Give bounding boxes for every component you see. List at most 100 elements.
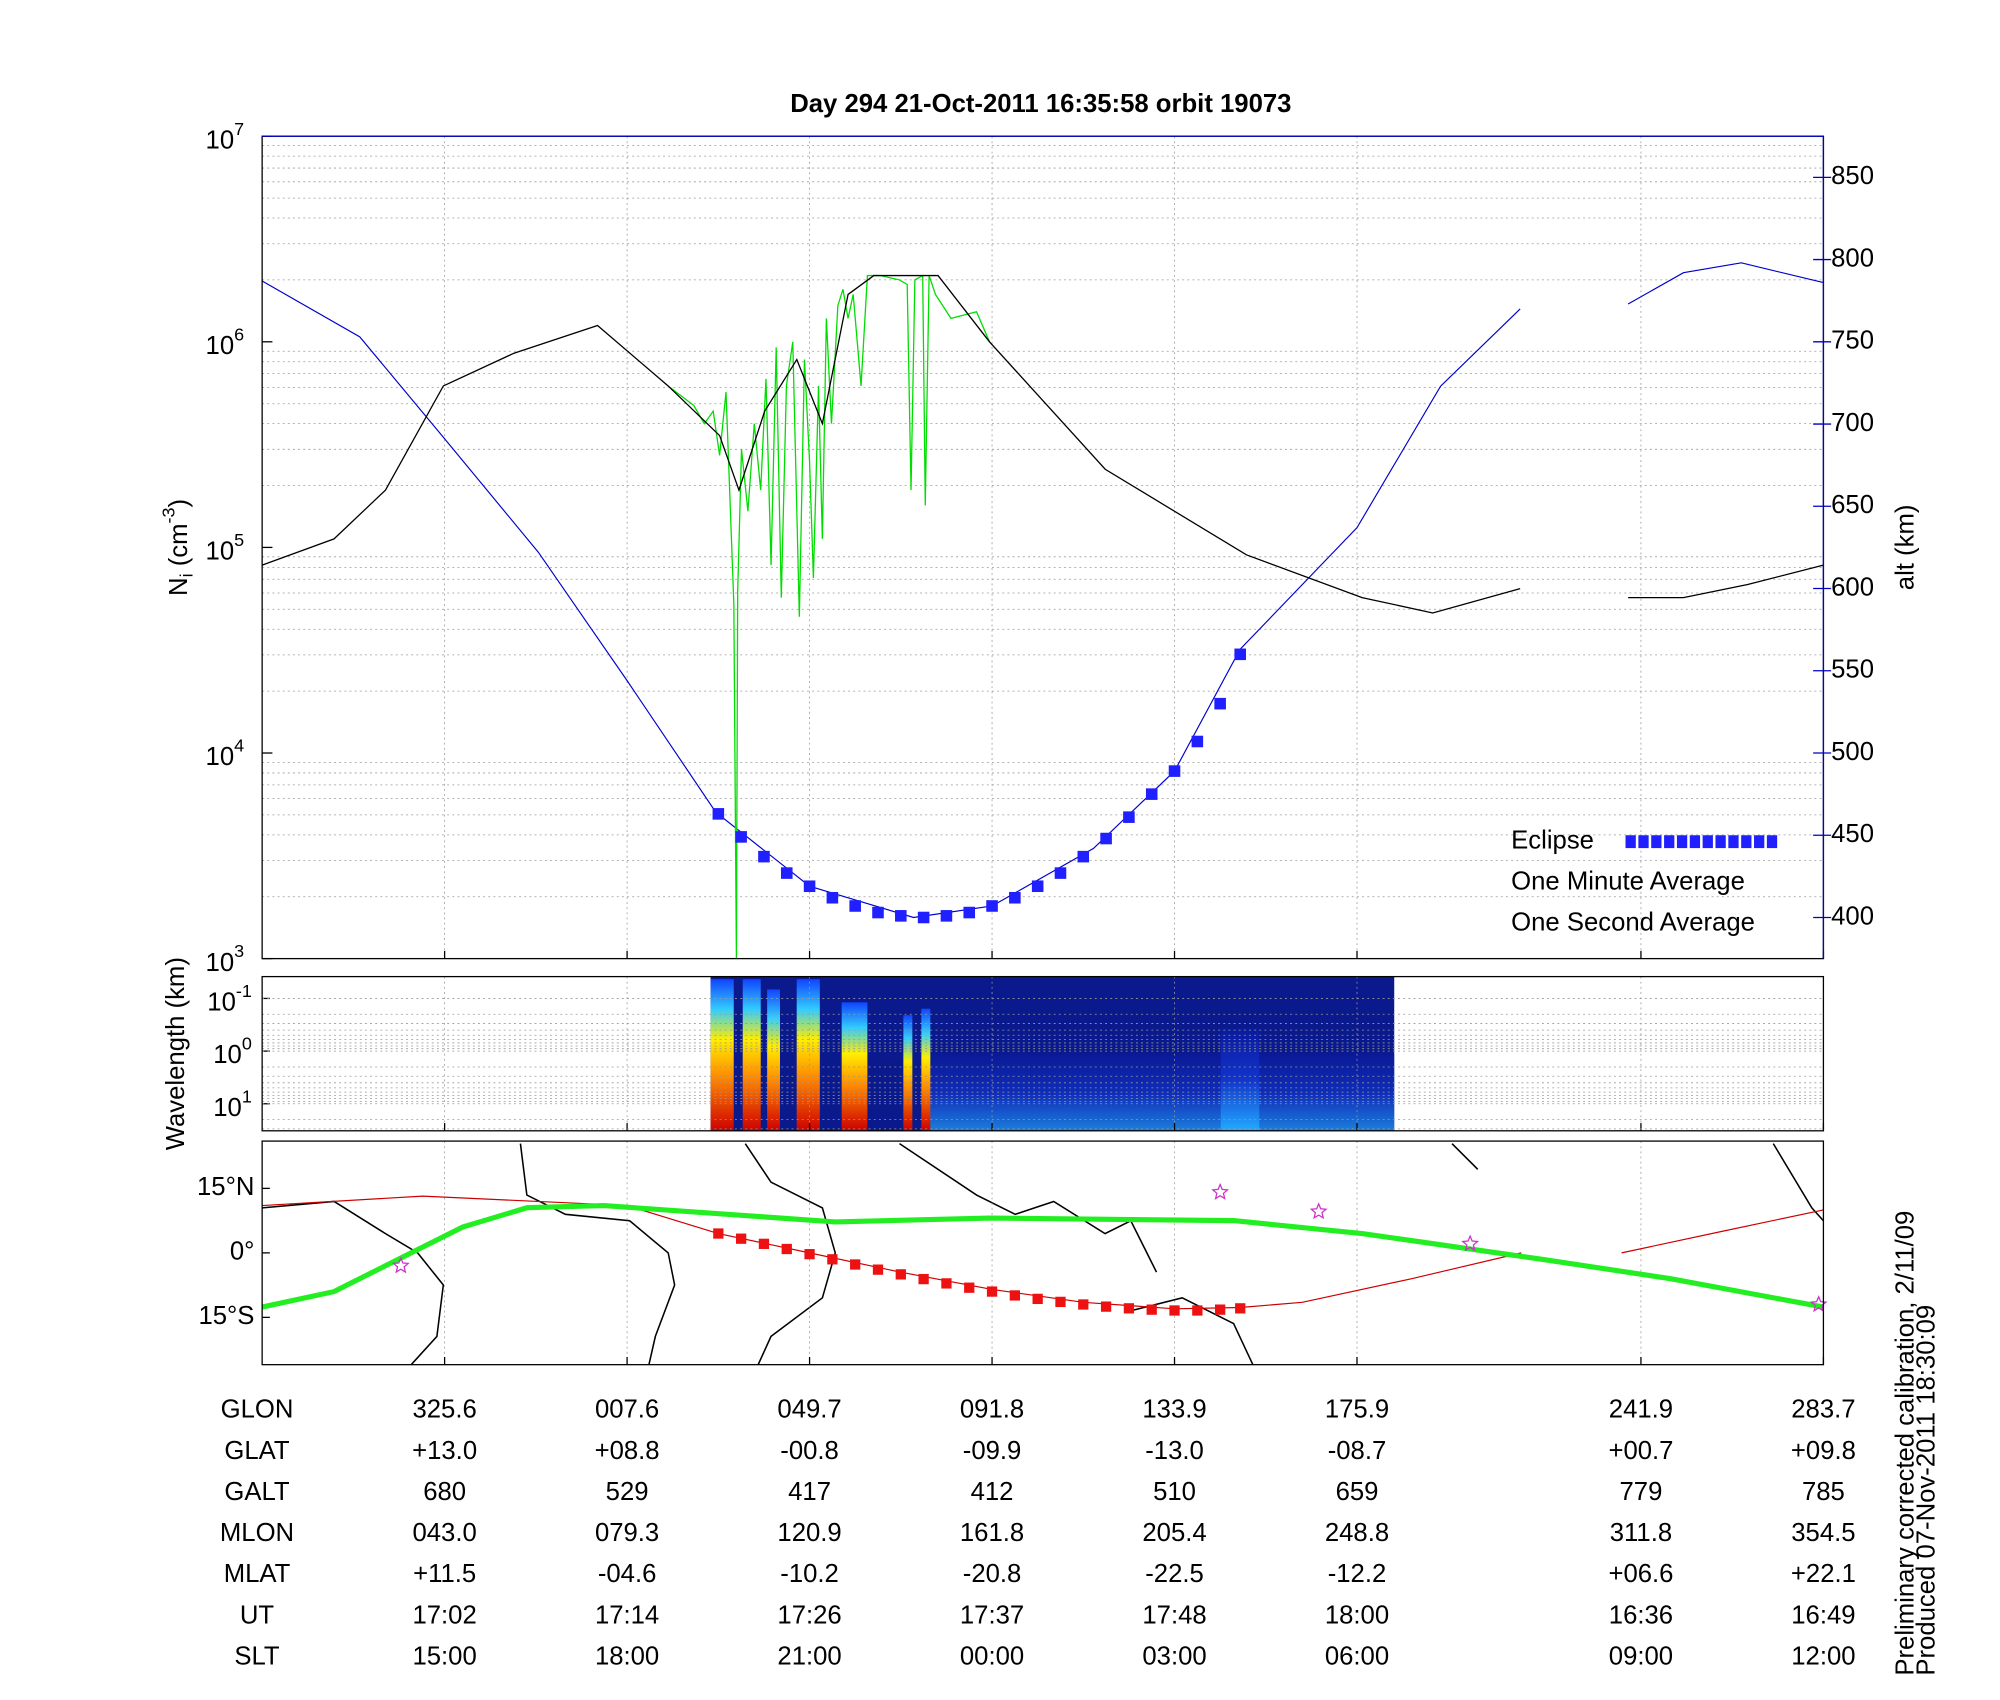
- tick-base: 10: [213, 1041, 242, 1069]
- table-cell: 007.6: [595, 1396, 659, 1424]
- series-line: [261, 262, 1824, 919]
- tick-base: 10: [206, 949, 235, 977]
- table-cell: 779: [1620, 1478, 1663, 1506]
- map-track: [261, 1203, 1824, 1310]
- y-tick-label: 107: [206, 119, 245, 155]
- legend-label: One Second Average: [1511, 909, 1755, 937]
- eclipse-marker: [1145, 788, 1158, 800]
- footer-note: Preliminary corrected calibration, 2/11/…: [1892, 1211, 1920, 1676]
- table-cell: 325.6: [412, 1396, 476, 1424]
- y2-tick-label: 550: [1831, 656, 1874, 684]
- table-cell: -20.8: [963, 1560, 1022, 1588]
- map-eclipse-marker: [1123, 1303, 1135, 1314]
- table-cell: 17:14: [595, 1601, 659, 1629]
- table-cell: 205.4: [1142, 1519, 1206, 1547]
- y-label-part: ): [165, 499, 193, 508]
- map-track: [262, 1195, 1824, 1310]
- table-cell: 03:00: [1142, 1642, 1206, 1670]
- eclipse-marker: [986, 900, 998, 912]
- tick-exponent: 0: [242, 1033, 252, 1053]
- table-cell: 18:00: [595, 1642, 659, 1670]
- tick-exponent: 4: [234, 735, 244, 755]
- table-cell: -10.2: [780, 1560, 839, 1588]
- eclipse-marker: [712, 808, 725, 820]
- table-cell: 06:00: [1325, 1642, 1389, 1670]
- legend-label: One Minute Average: [1511, 868, 1745, 896]
- map-eclipse-marker: [781, 1243, 792, 1255]
- table-cell: 09:00: [1609, 1642, 1673, 1670]
- map-eclipse-marker: [850, 1259, 861, 1270]
- eclipse-marker: [940, 910, 953, 922]
- y-tick-label: 103: [206, 941, 245, 977]
- tick-exponent: 7: [234, 119, 244, 139]
- y-tick-label: 104: [206, 735, 245, 771]
- y2-tick-label: 400: [1831, 902, 1874, 930]
- table-cell: 21:00: [777, 1642, 841, 1670]
- eclipse-marker: [849, 900, 861, 912]
- legend-symbol: [1638, 835, 1649, 849]
- map-eclipse-marker: [1146, 1304, 1157, 1315]
- table-cell: -00.8: [780, 1437, 839, 1465]
- eclipse-marker: [963, 906, 976, 919]
- map-star: [391, 1256, 410, 1274]
- y-tick-label: 105: [206, 530, 245, 566]
- legend-symbol: [1741, 835, 1752, 849]
- table-cell: +06.6: [1608, 1560, 1673, 1588]
- map-eclipse-marker: [918, 1273, 929, 1285]
- legend-symbol: [1689, 835, 1701, 849]
- table-cell: +13.0: [412, 1437, 477, 1465]
- legend-symbol: [1625, 835, 1636, 849]
- tick-base: 10: [206, 537, 235, 565]
- eclipse-marker: [758, 850, 770, 863]
- table-cell: 043.0: [412, 1519, 476, 1547]
- table-row-label: MLAT: [224, 1560, 291, 1588]
- table-cell: +11.5: [413, 1560, 476, 1588]
- map-eclipse-marker: [941, 1278, 952, 1289]
- table-cell: +00.7: [1608, 1437, 1673, 1465]
- legend-symbol: [1754, 835, 1765, 849]
- legend-symbol: [1664, 835, 1675, 849]
- table-cell: +22.1: [1791, 1560, 1856, 1588]
- y2-tick-label: 500: [1831, 738, 1874, 766]
- y-label-part: N: [165, 577, 193, 596]
- y2-tick-label: 800: [1831, 244, 1874, 272]
- eclipse-marker: [895, 910, 907, 922]
- table-cell: 120.9: [777, 1519, 841, 1547]
- y2-tick-label: 450: [1831, 820, 1874, 848]
- table-cell: 17:48: [1142, 1601, 1206, 1629]
- map-star: [1211, 1182, 1230, 1200]
- panel-frame: [261, 1140, 1825, 1366]
- eclipse-marker: [1168, 765, 1181, 777]
- table-cell: 16:36: [1609, 1601, 1673, 1629]
- map-eclipse-marker: [1192, 1305, 1203, 1316]
- table-cell: 354.5: [1791, 1519, 1855, 1547]
- table-cell: 659: [1336, 1478, 1379, 1506]
- table-cell: 175.9: [1325, 1396, 1389, 1424]
- y-label-part: (cm: [165, 523, 193, 573]
- table-row-label: GLAT: [224, 1437, 289, 1465]
- spectrogram-image: [710, 976, 1395, 1131]
- eclipse-marker: [1123, 811, 1135, 823]
- table-row-label: UT: [240, 1601, 275, 1629]
- table-cell: 049.7: [777, 1396, 841, 1424]
- legend-symbol: [1702, 835, 1713, 849]
- panel-frame: [261, 975, 1825, 1132]
- table-cell: 161.8: [960, 1519, 1024, 1547]
- eclipse-marker: [1009, 891, 1021, 904]
- eclipse-marker: [1214, 697, 1226, 710]
- map-eclipse-marker: [1032, 1293, 1043, 1305]
- tick-base: 10: [206, 332, 235, 360]
- map-star: [1461, 1234, 1480, 1252]
- map-eclipse-marker: [1009, 1290, 1020, 1301]
- table-cell: 133.9: [1142, 1396, 1206, 1424]
- map-eclipse-marker: [713, 1228, 724, 1239]
- table-cell: +09.8: [1791, 1437, 1856, 1465]
- y-label-part: i: [176, 573, 196, 577]
- chart-title: Day 294 21-Oct-2011 16:35:58 orbit 19073: [790, 90, 1291, 118]
- table-cell: -04.6: [598, 1560, 657, 1588]
- table-cell: 079.3: [595, 1519, 659, 1547]
- table-cell: +08.8: [595, 1437, 660, 1465]
- legend-symbol: [1676, 835, 1688, 849]
- table-cell: 412: [971, 1478, 1014, 1506]
